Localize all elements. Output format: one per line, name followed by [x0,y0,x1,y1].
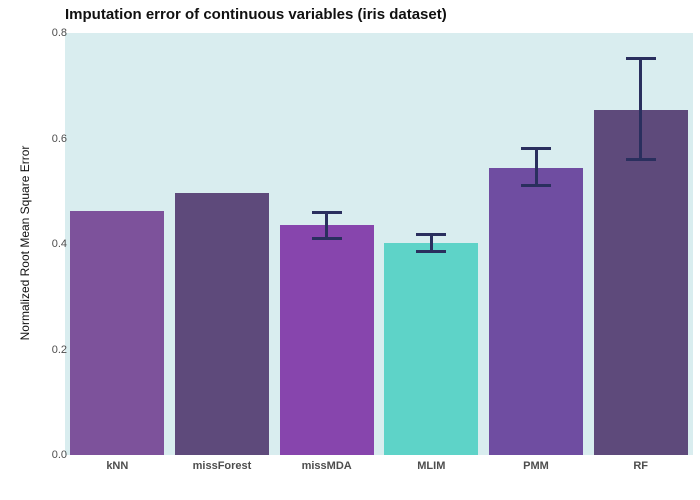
bar-RF [593,109,688,455]
plot-area [65,33,693,455]
x-tick-label-PMM: PMM [523,460,549,472]
errorbar-line-PMM [534,146,538,188]
errorbar-line-missMDA [325,211,329,240]
x-tick-label-MLIM: MLIM [417,460,446,472]
y-tick-label: 0.2 [51,343,67,356]
errorbar-cap-bottom-PMM [521,184,551,188]
errorbar-line-RF [639,56,643,162]
y-tick-label: 0.8 [51,27,67,39]
bar-missForest [174,192,270,455]
errorbar-cap-bottom-MLIM [416,249,447,253]
errorbar-cap-top-MLIM [416,232,447,236]
x-tick-label-RF: RF [633,460,648,472]
errorbar-cap-bottom-RF [625,158,656,162]
errorbar-cap-top-RF [625,56,656,60]
bar-kNN [70,210,165,455]
bar-PMM [488,167,584,455]
x-tick-label-kNN: kNN [106,460,129,472]
y-tick-label: 0.6 [51,132,67,145]
y-tick-label: 0.0 [51,449,67,461]
errorbar-cap-bottom-missMDA [311,236,342,240]
errorbar-cap-top-PMM [521,146,551,150]
errorbar-cap-top-missMDA [311,211,342,215]
chart-title: Imputation error of continuous variables… [65,6,447,23]
x-tick-label-missMDA: missMDA [301,460,352,472]
bar-missMDA [279,225,374,455]
x-tick-label-missForest: missForest [192,460,252,472]
y-tick-label: 0.4 [51,238,67,250]
bar-MLIM [384,243,479,455]
errorbar-line-MLIM [429,232,433,253]
